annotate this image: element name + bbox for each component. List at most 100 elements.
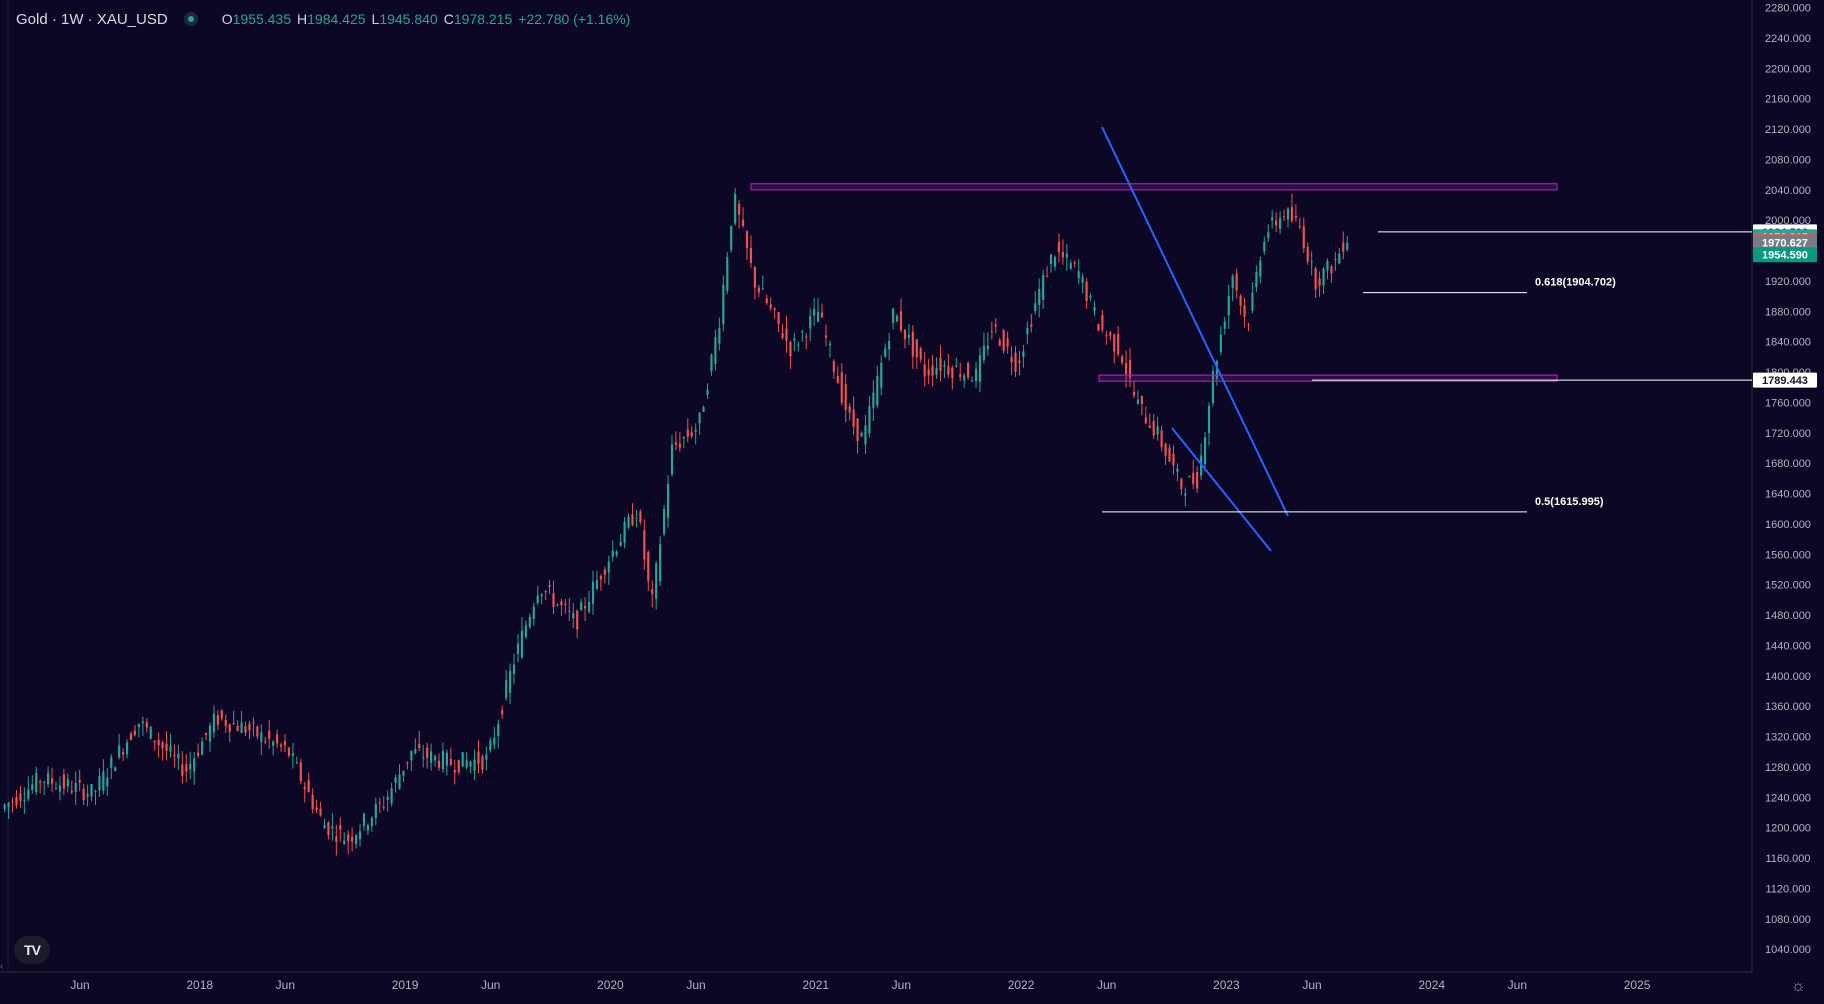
candle (1306, 242, 1309, 265)
candle-body (564, 603, 567, 605)
candle (1219, 326, 1222, 356)
candle-body (449, 759, 452, 765)
candle (773, 307, 776, 319)
price-tick-label: 2120.000 (1765, 124, 1811, 136)
candle-body (1140, 395, 1143, 404)
gear-icon[interactable]: ☼ (1790, 976, 1806, 995)
candle-body (741, 219, 745, 226)
candle (552, 580, 555, 615)
candle-body (548, 585, 551, 587)
candle (141, 716, 144, 736)
candle (647, 550, 650, 591)
channel-upper-line (1101, 126, 1289, 517)
candle (844, 374, 847, 423)
candle (394, 774, 397, 793)
candle-body (651, 589, 654, 595)
candle-body (129, 733, 133, 741)
candle-body (31, 784, 34, 790)
candle-body (86, 794, 89, 797)
candle-body (662, 509, 666, 535)
candle (540, 593, 543, 605)
candle-body (935, 368, 938, 376)
candle-body (540, 594, 543, 597)
candle (351, 827, 354, 852)
candle (805, 333, 808, 350)
collapse-arrow-icon[interactable]: ‹ (0, 961, 4, 972)
candle (619, 533, 622, 547)
candle-body (615, 551, 618, 556)
candle-body (532, 606, 535, 619)
tradingview-logo-icon[interactable]: TV (14, 936, 50, 964)
time-tick-label: Jun (686, 978, 705, 992)
candle-body (351, 836, 354, 842)
candle-body (1065, 253, 1068, 258)
candle-body (603, 569, 606, 575)
open-value: 1955.435 (232, 11, 291, 27)
candle (90, 783, 93, 802)
candle-body (311, 794, 314, 810)
candle (461, 752, 464, 767)
candle (189, 751, 192, 780)
candle-body (236, 725, 239, 731)
candle (840, 363, 843, 406)
candle-body (923, 364, 926, 377)
candle (1085, 278, 1088, 309)
candle-body (706, 389, 709, 395)
candle-body (939, 357, 942, 371)
candle-body (157, 739, 160, 746)
candle (240, 710, 243, 734)
candle (441, 742, 445, 773)
candle-body (374, 803, 377, 818)
candle-body (884, 348, 887, 357)
candle (911, 325, 914, 369)
candle-body (414, 748, 417, 754)
candle-body (745, 231, 749, 248)
price-tick-label: 1240.000 (1765, 792, 1811, 804)
candle (1152, 414, 1155, 440)
candle-body (1105, 335, 1108, 337)
candle-body (852, 409, 855, 427)
candle-body (169, 745, 172, 752)
candle (967, 361, 970, 380)
candle-body (58, 785, 62, 792)
candle-body (426, 747, 429, 758)
candle-body (970, 380, 974, 382)
candle (698, 412, 701, 435)
price-tick-label: 2080.000 (1765, 154, 1811, 166)
candle-body (145, 721, 148, 728)
candle (1188, 475, 1191, 478)
candle (761, 275, 764, 290)
candle-body (520, 630, 524, 658)
candle (430, 743, 433, 771)
candle-body (283, 741, 287, 746)
candle (730, 225, 733, 253)
candle-body (1109, 332, 1112, 336)
candle-body (173, 755, 176, 757)
candle (1148, 413, 1151, 429)
candle (1030, 313, 1033, 333)
price-tick-label: 1600.000 (1765, 519, 1811, 531)
price-tick-label: 1520.000 (1765, 580, 1811, 592)
candle-body (339, 825, 342, 830)
time-tick-label: 2022 (1008, 978, 1035, 992)
candle-body (256, 726, 259, 737)
price-tick-label: 2200.000 (1765, 63, 1811, 75)
candle (639, 509, 642, 525)
candle (1223, 316, 1226, 335)
candle-body (422, 757, 425, 759)
candle (1002, 328, 1005, 354)
symbol-title[interactable]: Gold · 1W · XAU_USD (16, 10, 168, 28)
candle (994, 317, 997, 334)
candle-body (1247, 324, 1250, 326)
candle-body (122, 752, 125, 755)
candle-body (54, 788, 58, 790)
candle (122, 748, 125, 762)
candle (433, 754, 437, 767)
candle (1164, 442, 1167, 466)
candle-body (785, 328, 788, 341)
candle-body (1326, 260, 1329, 271)
candle (276, 729, 279, 749)
candle (655, 560, 658, 610)
candle (1290, 193, 1294, 224)
